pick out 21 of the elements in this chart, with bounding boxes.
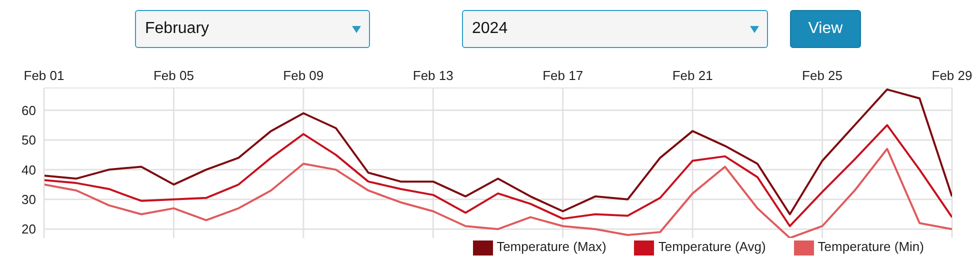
x-tick-label: Feb 13 [412,68,454,83]
x-tick-label: Feb 09 [283,68,324,83]
y-tick-label: 50 [22,132,36,148]
x-tick-label: Feb 29 [932,68,972,83]
x-tick-label: Feb 21 [672,68,713,83]
x-tick-label: Feb 25 [802,68,843,83]
legend-label: Temperature (Min) [818,239,924,254]
y-tick-label: 30 [22,192,36,207]
year-dropdown: 2024 [462,10,768,48]
x-tick-label: Feb 05 [153,68,194,83]
x-tick-label: Feb 01 [24,68,64,83]
y-tick-label: 40 [22,162,36,178]
legend-label: Temperature (Avg) [658,239,766,254]
line-series [44,124,952,228]
view-button: View [790,10,861,48]
y-tick-label: 20 [22,222,36,237]
y-tick-label: 60 [22,102,36,118]
line-series [44,148,952,238]
legend-label: Temperature (Max) [496,239,606,254]
month-dropdown: February [135,10,370,48]
x-tick-label: Feb 17 [542,68,584,83]
